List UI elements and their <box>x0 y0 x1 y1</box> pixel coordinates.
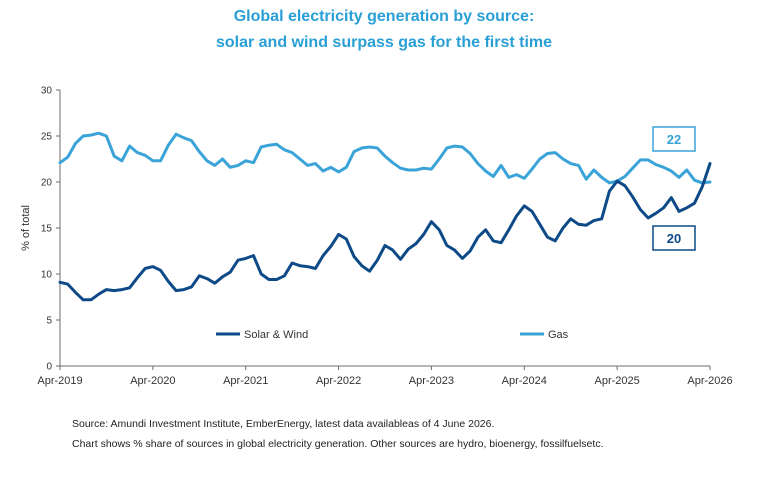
y-tick-label: 20 <box>41 178 53 189</box>
line-chart: 0 5 10 15 20 25 30 % of total Apr-2019 Apr-2020 Ap… <box>20 86 733 388</box>
x-tick-label: Apr-2019 <box>37 375 82 387</box>
source-note: Source: Amundi Investment Institute, Emb… <box>72 418 495 430</box>
chart-note: Chart shows % share of sources in global… <box>72 438 604 450</box>
chart-title-line-1: Global electricity generation by source: <box>233 8 535 25</box>
gas-line <box>58 131 712 185</box>
y-tick-label: 0 <box>46 362 52 373</box>
gas-value-callout: 22 <box>667 132 681 147</box>
x-tick-label: Apr-2026 <box>687 375 732 387</box>
y-tick-label: 5 <box>46 316 52 327</box>
x-tick-label: Apr-2020 <box>130 375 175 387</box>
y-axis-label: % of total <box>20 205 32 251</box>
x-tick-label: Apr-2024 <box>502 375 547 387</box>
x-tick-label: Apr-2021 <box>223 375 268 387</box>
chart-title-line-2: solar and wind surpass gas for the first… <box>215 34 553 51</box>
gas-value-callout-box <box>652 126 696 152</box>
solar-wind-value-callout: 20 <box>667 231 681 246</box>
x-tick-label: Apr-2023 <box>409 375 454 387</box>
y-tick-label: 10 <box>41 270 53 281</box>
solar-wind-value-callout-box <box>652 225 696 251</box>
legend-solar-wind-label: Solar & Wind <box>244 329 308 341</box>
x-tick-label: Apr-2022 <box>316 375 361 387</box>
x-tick-label: Apr-2025 <box>595 375 640 387</box>
legend-gas-label: Gas <box>548 329 569 341</box>
solar-wind-line <box>58 162 712 302</box>
y-tick-label: 25 <box>41 132 53 143</box>
y-tick-label: 30 <box>41 86 53 97</box>
y-tick-label: 15 <box>41 224 53 235</box>
